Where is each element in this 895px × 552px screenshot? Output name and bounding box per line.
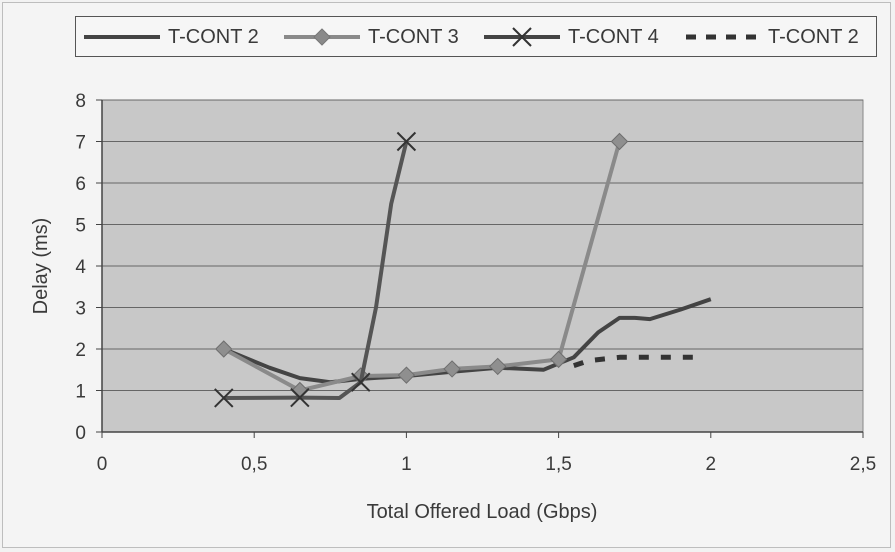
series-line-0 — [223, 297, 712, 385]
legend-item-tcont2-solid: T-CONT 2 — [82, 17, 282, 56]
data-point-x — [351, 372, 371, 392]
data-point-x-stroke — [396, 131, 417, 152]
x-axis-title: Total Offered Load (Gbps) — [367, 501, 598, 523]
data-point-diamond — [549, 350, 568, 369]
data-point-diamond — [443, 360, 461, 378]
x-tick-label: 1 — [401, 454, 412, 475]
y-tick-label: 2 — [75, 340, 86, 361]
x-tick-label: 0 — [97, 454, 108, 475]
data-point-x — [396, 131, 417, 152]
legend-swatch-tcont2-dashed — [686, 34, 760, 40]
data-point-x-stroke — [290, 387, 310, 408]
y-tick-label: 4 — [75, 257, 86, 278]
data-point-x-stroke — [351, 372, 371, 392]
data-point-x — [290, 387, 310, 408]
data-point-diamond — [489, 357, 507, 376]
data-point-x-stroke — [214, 388, 234, 408]
data-point-diamond — [397, 366, 416, 384]
legend-swatch-tcont3 — [284, 28, 360, 46]
y-tick-label: 7 — [75, 133, 86, 154]
data-point-diamond — [610, 132, 629, 151]
legend-label: T-CONT 2 — [768, 26, 859, 48]
y-tick-label: 6 — [75, 174, 86, 195]
legend-swatch-tcont2-solid — [84, 35, 160, 39]
y-tick-label: 1 — [75, 382, 86, 403]
y-tick-label: 3 — [75, 299, 86, 320]
legend-label: T-CONT 3 — [368, 26, 459, 48]
legend-label: T-CONT 4 — [568, 26, 659, 48]
y-tick-label: 0 — [75, 423, 86, 444]
x-tick-label: 2,5 — [850, 454, 876, 475]
series-line-3 — [573, 354, 696, 368]
x-tick-label: 0,5 — [241, 454, 267, 475]
legend-label: T-CONT 2 — [168, 26, 259, 48]
x-tick-label: 2 — [706, 454, 717, 475]
legend-item-tcont4: T-CONT 4 — [482, 17, 682, 56]
y-tick-label: 5 — [75, 216, 86, 237]
y-axis-title: Delay (ms) — [30, 218, 52, 315]
x-tick-label: 1,5 — [545, 454, 571, 475]
legend-item-tcont2-dashed: T-CONT 2 — [682, 17, 872, 56]
legend-item-tcont3: T-CONT 3 — [282, 17, 482, 56]
legend-swatch-tcont4 — [484, 27, 560, 47]
data-point-x — [214, 388, 234, 408]
y-tick-label: 8 — [75, 91, 86, 112]
chart-legend: T-CONT 2 T-CONT 3 T-CONT 4 T-CONT 2 — [75, 16, 877, 57]
series-line-1 — [222, 140, 622, 393]
data-point-diamond — [215, 340, 233, 358]
